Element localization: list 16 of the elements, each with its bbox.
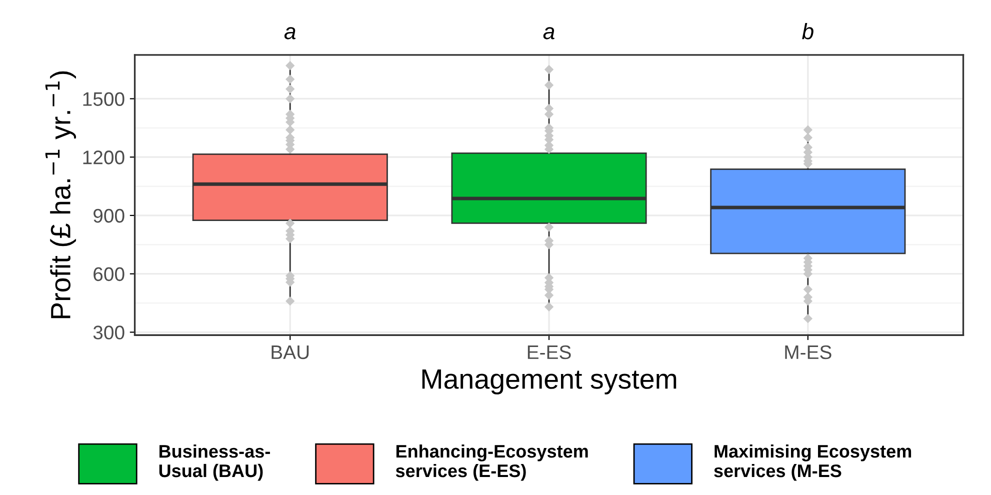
y-tick-label: 600 (94, 267, 124, 282)
legend-label: Maximising Ecosystem services (M-ES (714, 444, 912, 481)
x-tick-label: E-ES (528, 345, 571, 360)
x-axis-title: Management system (422, 370, 676, 394)
text: a (543, 27, 554, 40)
x-tick-label: M-ES (785, 345, 832, 360)
x-tick-label: BAU (272, 346, 309, 360)
y-tick-label: 300 (93, 326, 124, 340)
y-tick-label: 1500 (83, 92, 124, 106)
text: b (802, 23, 814, 40)
y-tick-label: 1200 (83, 150, 124, 164)
y-axis-title: Profit (£ ha.$^{−1}$ yr.$^{−1}$) (45, 71, 76, 318)
y-tick-label: 900 (94, 208, 124, 223)
legend-label: Enhancing-Ecosystem services (E-ES) (396, 444, 588, 481)
legend-label: Business-as- Usual (BAU) (159, 444, 270, 481)
text: a (284, 27, 296, 40)
